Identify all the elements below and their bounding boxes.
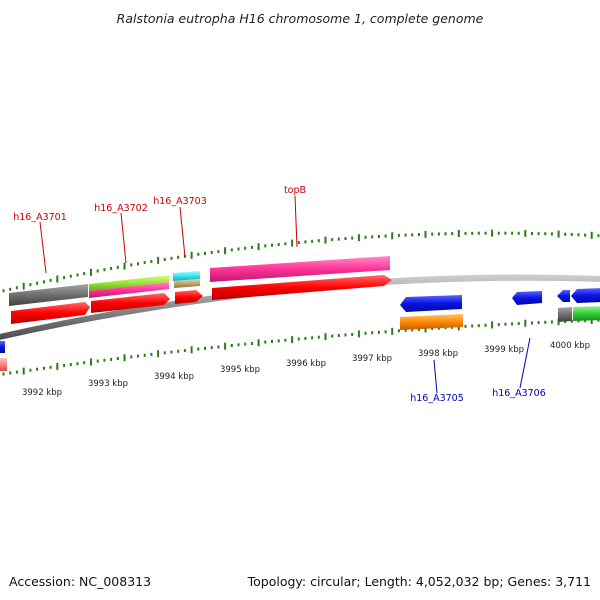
ruler-label-3999: 3999 kbp <box>484 345 524 355</box>
gene-h16-a3706 <box>512 291 542 305</box>
cds-h16-a3703 <box>175 290 203 304</box>
cds-h16-a3701 <box>11 302 90 324</box>
gene-partial-left-blue <box>0 341 5 353</box>
outer-tick-row <box>2 229 600 293</box>
gene-h16-a3705 <box>400 295 462 312</box>
gene-label-h16-a3705: h16_A3705 <box>410 393 464 404</box>
accession-text: Accession: NC_008313 <box>9 574 151 589</box>
gene-h16-a3701 <box>9 284 88 306</box>
gene-topB <box>210 256 390 282</box>
ruler-label-3995: 3995 kbp <box>220 365 260 375</box>
gene-h16-a3703 <box>173 271 200 281</box>
cds-h16-a3702 <box>91 293 170 313</box>
gene-label-h16-a3706: h16_A3706 <box>492 388 546 399</box>
leader-topB <box>294 195 298 248</box>
gene-label-topB: topB <box>284 185 306 196</box>
gene-h16-a3702-band <box>89 282 169 298</box>
ruler-label-3992: 3992 kbp <box>22 388 62 398</box>
gene-label-h16-a3703: h16_A3703 <box>153 196 207 207</box>
ruler-label-4000: 4000 kbp <box>550 341 590 351</box>
gene-partial-right-gray <box>558 307 572 322</box>
gene-partial-right-2 <box>571 288 600 303</box>
leader-h16-a3701 <box>39 221 47 274</box>
leader-h16-a3706 <box>519 337 531 389</box>
reverse-strand-genes <box>0 288 600 371</box>
cds-h16-a3705 <box>400 314 463 330</box>
leader-h16-a3705 <box>433 359 438 394</box>
ruler-label-3993: 3993 kbp <box>88 379 128 389</box>
gene-h16-a3703-band <box>174 279 200 288</box>
gene-label-leaders-bottom <box>433 337 531 394</box>
gene-label-h16-a3701: h16_A3701 <box>13 212 67 223</box>
ruler-label-3994: 3994 kbp <box>154 372 194 382</box>
forward-strand-genes <box>9 256 392 324</box>
ruler-label-3996: 3996 kbp <box>286 359 326 369</box>
ruler-label-3997: 3997 kbp <box>352 354 392 364</box>
map-title: Ralstonia eutropha H16 chromosome 1, com… <box>117 11 484 26</box>
gene-partial-left-pink <box>0 358 7 371</box>
ruler-label-3998: 3998 kbp <box>418 349 458 359</box>
gene-label-h16-a3702: h16_A3702 <box>94 203 148 214</box>
cds-topB <box>212 275 392 300</box>
summary-text: Topology: circular; Length: 4,052,032 bp… <box>247 574 591 589</box>
inner-tick-row <box>2 317 600 376</box>
leader-h16-a3703 <box>179 206 186 258</box>
gene-partial-right-green <box>573 306 600 321</box>
leader-h16-a3702 <box>120 212 127 264</box>
gene-label-leaders <box>39 195 298 274</box>
gene-partial-right-1 <box>557 290 570 302</box>
ruler-labels: 3992 kbp 3993 kbp 3994 kbp 3995 kbp 3996… <box>22 341 590 398</box>
gene-h16-a3702 <box>89 275 169 291</box>
